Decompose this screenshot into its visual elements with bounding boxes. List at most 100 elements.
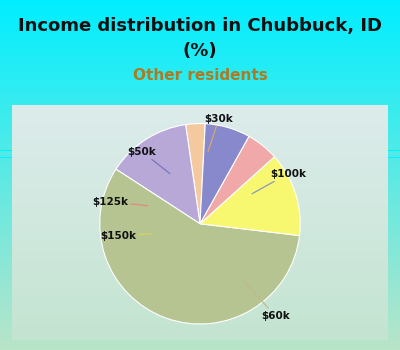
- Bar: [12, 168, 388, 169]
- Bar: [12, 152, 388, 153]
- Bar: [0, 82, 400, 84]
- Bar: [12, 290, 388, 292]
- Bar: [12, 318, 388, 320]
- Bar: [12, 309, 388, 310]
- Bar: [0, 276, 400, 278]
- Bar: [0, 187, 400, 189]
- Bar: [0, 326, 400, 327]
- Bar: [12, 307, 388, 308]
- Bar: [0, 94, 400, 96]
- Bar: [12, 242, 388, 243]
- Bar: [0, 318, 400, 320]
- Bar: [0, 252, 400, 254]
- Bar: [0, 259, 400, 261]
- Bar: [12, 156, 388, 158]
- Bar: [12, 334, 388, 335]
- Bar: [0, 177, 400, 178]
- Bar: [12, 256, 388, 258]
- Bar: [12, 183, 388, 185]
- Bar: [0, 51, 400, 52]
- Bar: [12, 142, 388, 144]
- Bar: [0, 26, 400, 28]
- Bar: [12, 222, 388, 223]
- Bar: [12, 223, 388, 225]
- Bar: [12, 301, 388, 302]
- Bar: [12, 208, 388, 209]
- Text: (%): (%): [183, 42, 217, 60]
- Bar: [12, 121, 388, 122]
- Bar: [0, 23, 400, 24]
- Bar: [0, 224, 400, 226]
- Bar: [0, 98, 400, 100]
- Bar: [12, 163, 388, 165]
- Bar: [12, 128, 388, 130]
- Bar: [0, 152, 400, 154]
- Bar: [12, 289, 388, 290]
- Bar: [12, 162, 388, 163]
- Bar: [0, 144, 400, 145]
- Bar: [12, 187, 388, 188]
- Bar: [0, 138, 400, 140]
- Bar: [12, 240, 388, 241]
- Bar: [0, 343, 400, 345]
- Bar: [0, 285, 400, 287]
- Bar: [0, 217, 400, 219]
- Bar: [0, 172, 400, 173]
- Bar: [12, 165, 388, 166]
- Bar: [12, 116, 388, 117]
- Bar: [12, 302, 388, 303]
- Bar: [0, 116, 400, 117]
- Bar: [0, 247, 400, 248]
- Bar: [12, 182, 388, 183]
- Bar: [0, 164, 400, 166]
- Bar: [12, 245, 388, 246]
- Bar: [0, 228, 400, 229]
- Wedge shape: [116, 125, 200, 224]
- Bar: [0, 310, 400, 312]
- Bar: [0, 231, 400, 233]
- Bar: [12, 151, 388, 152]
- Bar: [0, 130, 400, 131]
- Bar: [12, 267, 388, 268]
- Bar: [12, 213, 388, 214]
- Bar: [12, 252, 388, 253]
- Bar: [0, 124, 400, 126]
- Text: $60k: $60k: [242, 279, 290, 321]
- Bar: [0, 25, 400, 26]
- Bar: [0, 161, 400, 163]
- Text: $150k: $150k: [100, 231, 152, 241]
- Bar: [0, 117, 400, 119]
- Bar: [12, 258, 388, 259]
- Bar: [12, 218, 388, 219]
- Bar: [12, 179, 388, 180]
- Bar: [12, 214, 388, 215]
- Bar: [0, 234, 400, 236]
- Bar: [12, 314, 388, 315]
- Bar: [0, 159, 400, 161]
- Bar: [0, 275, 400, 276]
- Bar: [12, 201, 388, 202]
- Bar: [12, 248, 388, 249]
- Bar: [12, 106, 388, 107]
- Bar: [12, 232, 388, 233]
- Bar: [12, 202, 388, 203]
- Bar: [0, 173, 400, 175]
- Wedge shape: [186, 124, 205, 224]
- Bar: [0, 273, 400, 275]
- Bar: [0, 142, 400, 143]
- Bar: [0, 287, 400, 289]
- Bar: [0, 266, 400, 268]
- Bar: [12, 241, 388, 242]
- Bar: [0, 201, 400, 203]
- Bar: [12, 131, 388, 132]
- Bar: [12, 203, 388, 205]
- Bar: [12, 161, 388, 162]
- Bar: [12, 125, 388, 126]
- Bar: [12, 145, 388, 146]
- Bar: [0, 40, 400, 42]
- Bar: [12, 337, 388, 338]
- Bar: [12, 225, 388, 226]
- Bar: [12, 313, 388, 314]
- Bar: [12, 317, 388, 318]
- Bar: [0, 248, 400, 250]
